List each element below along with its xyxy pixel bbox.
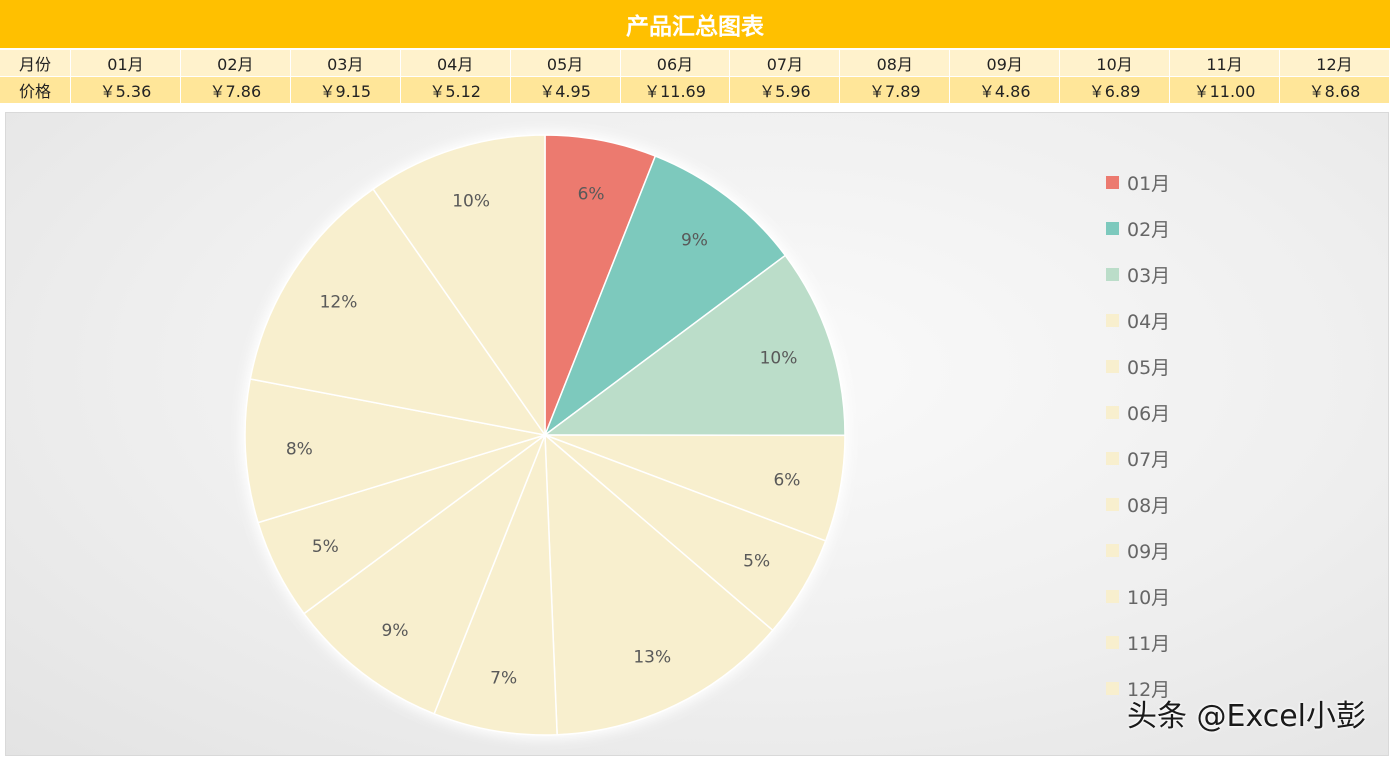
month-cell: 07月 — [729, 50, 841, 77]
price-cell: ￥4.95 — [510, 76, 621, 104]
legend-item[interactable]: 11月 — [1106, 619, 1306, 665]
price-cell: ￥11.69 — [620, 76, 731, 104]
month-row: 月份 01月 02月 03月 04月 05月 06月 07月 08月 09月 10月 11月 12月 — [0, 50, 1390, 77]
slice-label: 8% — [286, 439, 313, 459]
slice-label: 10% — [452, 191, 490, 211]
month-cell: 05月 — [510, 50, 621, 77]
legend-label: 09月 — [1127, 540, 1171, 563]
pie-chart-area[interactable]: 6% 9% 10% 6% 5% 13% 7% 9% 5% 8% 12% 10% 01月 02月 03月 04… — [5, 112, 1389, 756]
legend-swatch — [1106, 359, 1119, 373]
legend-label: 08月 — [1127, 494, 1171, 517]
legend-item[interactable]: 01月 — [1106, 159, 1306, 205]
month-cell: 04月 — [400, 50, 511, 77]
slice-label: 13% — [633, 647, 671, 667]
legend-item[interactable]: 12月 — [1106, 665, 1306, 711]
legend-item[interactable]: 08月 — [1106, 481, 1306, 527]
slice-label: 7% — [490, 668, 517, 688]
legend-item[interactable]: 07月 — [1106, 435, 1306, 481]
chart-title: 产品汇总图表 — [0, 0, 1390, 48]
legend-swatch — [1106, 589, 1119, 603]
pie-slice[interactable] — [542, 254, 846, 437]
month-cell: 08月 — [839, 50, 951, 77]
month-cell: 09月 — [949, 50, 1061, 77]
legend-swatch — [1106, 497, 1119, 511]
price-cell: ￥4.86 — [949, 76, 1061, 104]
pie-slice[interactable] — [544, 433, 774, 736]
legend-label: 01月 — [1127, 172, 1171, 195]
legend-swatch — [1106, 635, 1119, 649]
slice-label: 10% — [760, 349, 798, 369]
legend-label: 10月 — [1127, 586, 1171, 609]
legend-swatch — [1106, 543, 1119, 557]
legend-label: 11月 — [1127, 632, 1171, 655]
price-cell: ￥7.89 — [839, 76, 951, 104]
legend-label: 12月 — [1127, 678, 1171, 701]
month-cell: 11月 — [1169, 50, 1280, 77]
month-cell: 10月 — [1059, 50, 1171, 77]
slice-label: 5% — [743, 551, 770, 571]
legend-swatch — [1106, 221, 1119, 235]
legend-item[interactable]: 06月 — [1106, 389, 1306, 435]
price-cell: ￥5.96 — [729, 76, 841, 104]
pie-slice[interactable] — [433, 434, 558, 736]
pie-slice[interactable] — [543, 155, 787, 438]
legend-item[interactable]: 03月 — [1106, 251, 1306, 297]
price-table: 月份 01月 02月 03月 04月 05月 06月 07月 08月 09月 10月 11月 12月 … — [0, 50, 1390, 104]
price-cell: ￥8.68 — [1279, 76, 1390, 104]
legend-item[interactable]: 05月 — [1106, 343, 1306, 389]
price-cell: ￥9.15 — [290, 76, 401, 104]
pie-chart: 6% 9% 10% 6% 5% 13% 7% 9% 5% 8% 12% 10% — [241, 131, 849, 739]
legend-label: 02月 — [1127, 218, 1171, 241]
price-cell: ￥11.00 — [1169, 76, 1280, 104]
chart-legend: 01月 02月 03月 04月 05月 06月 07月 08月 09月 10月 11月 12月 — [1106, 159, 1306, 711]
legend-swatch — [1106, 267, 1119, 281]
legend-swatch — [1106, 681, 1119, 695]
pie-slice[interactable] — [372, 134, 546, 438]
legend-swatch — [1106, 175, 1119, 189]
legend-item[interactable]: 09月 — [1106, 527, 1306, 573]
price-cell: ￥6.89 — [1059, 76, 1171, 104]
slice-label: 6% — [773, 470, 800, 490]
month-cell: 06月 — [620, 50, 731, 77]
price-cell: ￥5.12 — [400, 76, 511, 104]
pie-slice[interactable] — [302, 432, 547, 715]
legend-item[interactable]: 02月 — [1106, 205, 1306, 251]
price-cell: ￥5.36 — [70, 76, 181, 104]
month-cell: 03月 — [290, 50, 401, 77]
slice-label: 12% — [320, 292, 358, 312]
price-cell: ￥7.86 — [180, 76, 291, 104]
legend-item[interactable]: 04月 — [1106, 297, 1306, 343]
watermark: 头条 @Excel小彭 — [1126, 699, 1366, 734]
slice-label: 9% — [681, 231, 708, 251]
legend-item[interactable]: 10月 — [1106, 573, 1306, 619]
legend-label: 07月 — [1127, 448, 1171, 471]
price-row-header: 价格 — [0, 76, 71, 104]
month-row-header: 月份 — [0, 50, 71, 77]
legend-swatch — [1106, 451, 1119, 465]
price-row: 价格 ￥5.36 ￥7.86 ￥9.15 ￥5.12 ￥4.95 ￥11.69 ￥5.96 ￥… — [0, 76, 1390, 104]
legend-label: 06月 — [1127, 402, 1171, 425]
pie-slice[interactable] — [244, 378, 546, 524]
pie-slice[interactable] — [249, 188, 547, 437]
month-cell: 12月 — [1279, 50, 1390, 77]
legend-swatch — [1106, 313, 1119, 327]
legend-label: 03月 — [1127, 264, 1171, 287]
legend-label: 05月 — [1127, 356, 1171, 379]
slice-label: 5% — [312, 537, 339, 557]
month-cell: 01月 — [70, 50, 181, 77]
month-cell: 02月 — [180, 50, 291, 77]
slice-label: 9% — [382, 621, 409, 641]
legend-swatch — [1106, 405, 1119, 419]
legend-label: 04月 — [1127, 310, 1171, 333]
slice-label: 6% — [578, 184, 605, 204]
